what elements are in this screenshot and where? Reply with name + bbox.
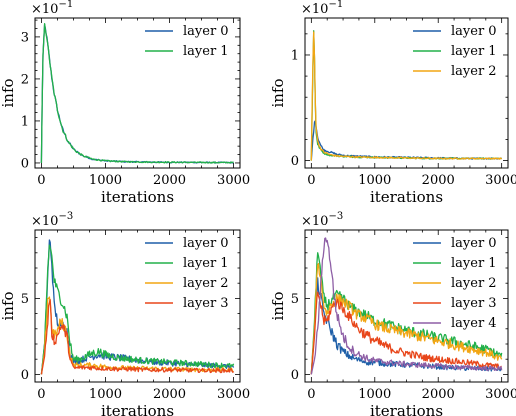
y-tick-label: 5 [291,292,299,307]
x-tick-label: 3000 [485,387,516,402]
legend-entry-label: layer 2 [451,64,497,79]
x-tick-label: 1000 [358,387,391,402]
series-line-layer-2 [310,262,503,375]
subplot-0: 0 1000 2000 3000 0 1 2 3×10−1 iterations info laye… [0,0,250,206]
x-axis-label: iterations [370,188,443,206]
series-group [310,30,503,161]
y-tick-label: 0 [21,368,29,383]
x-tick-label: 2000 [422,173,455,188]
y-tick-label: 1 [21,114,29,129]
x-tick-label: 0 [37,387,45,402]
x-axis-label: iterations [101,402,174,416]
y-tick-label: 2 [21,72,29,87]
legend-entry-label: layer 0 [183,236,229,251]
series-line-layer-1 [40,23,234,164]
x-tick-label: 1000 [89,173,122,188]
scale-factor-label: ×10−1 [31,0,73,17]
scale-factor-label: ×10−3 [301,211,343,229]
legend: layer 0 layer 1 layer 2 layer 3 [145,236,229,311]
legend: layer 0 layer 1 [145,24,229,59]
series-group [40,23,234,164]
legend-entry-label: layer 0 [183,24,229,39]
series-line-layer-3 [40,298,234,375]
x-tick-label: 3000 [485,173,516,188]
legend-entry-label: layer 2 [183,276,229,291]
series-line-layer-1 [310,252,503,375]
legend-entry-label: layer 3 [451,296,497,311]
legend-entry-label: layer 1 [451,44,497,59]
x-tick-label: 1000 [358,173,391,188]
legend-entry-label: layer 4 [451,316,497,331]
y-tick-label: 5 [21,292,29,307]
legend-entry-label: layer 0 [451,24,497,39]
series-line-layer-0 [310,120,502,161]
plot-frame [304,17,509,169]
plot-frame [34,17,241,169]
x-axis-label: iterations [370,402,443,416]
x-tick-label: 3000 [217,173,250,188]
legend: layer 0 layer 1 layer 2 layer 3 layer 4 [413,236,497,331]
legend-entry-label: layer 1 [451,256,497,271]
x-tick-label: 1000 [89,387,122,402]
y-axis-label: info [269,291,287,320]
x-tick-label: 2000 [153,387,186,402]
scale-factor-label: ×10−3 [31,211,73,229]
legend: layer 0 layer 1 layer 2 [413,24,497,79]
scale-factor-label: ×10−1 [301,0,343,17]
series-line-layer-4 [310,237,503,375]
subplot-3: 0 1000 2000 3000 0 5 ×10−3 iterations info layer … [269,211,516,416]
x-tick-label: 0 [37,173,45,188]
legend-entry-label: layer 3 [183,296,229,311]
legend-entry-label: layer 1 [183,44,229,59]
x-tick-label: 0 [307,387,315,402]
x-tick-label: 0 [307,173,315,188]
legend-entry-label: layer 1 [183,256,229,271]
y-tick-label: 0 [291,154,299,169]
y-tick-label: 1 [291,48,299,63]
y-axis-label: info [0,291,17,320]
series-line-layer-2 [310,31,503,161]
x-tick-label: 2000 [422,387,455,402]
legend-entry-label: layer 0 [451,236,497,251]
subplot-2: 0 1000 2000 3000 0 5 ×10−3 iterations info layer … [0,211,250,416]
subplot-1: 0 1000 2000 3000 0 1 ×10−1 iterations info layer … [269,0,516,206]
legend-entry-label: layer 2 [451,276,497,291]
series-line-layer-1 [40,244,235,375]
y-tick-label: 0 [291,368,299,383]
y-tick-label: 3 [21,30,29,45]
x-tick-label: 3000 [217,387,250,402]
x-axis-label: iterations [101,188,174,206]
series-group [40,239,235,375]
x-tick-label: 2000 [153,173,186,188]
y-tick-label: 0 [21,156,29,171]
y-axis-label: info [0,78,17,107]
series-line-layer-3 [310,291,502,375]
y-axis-label: info [269,78,287,107]
series-group [310,237,503,375]
